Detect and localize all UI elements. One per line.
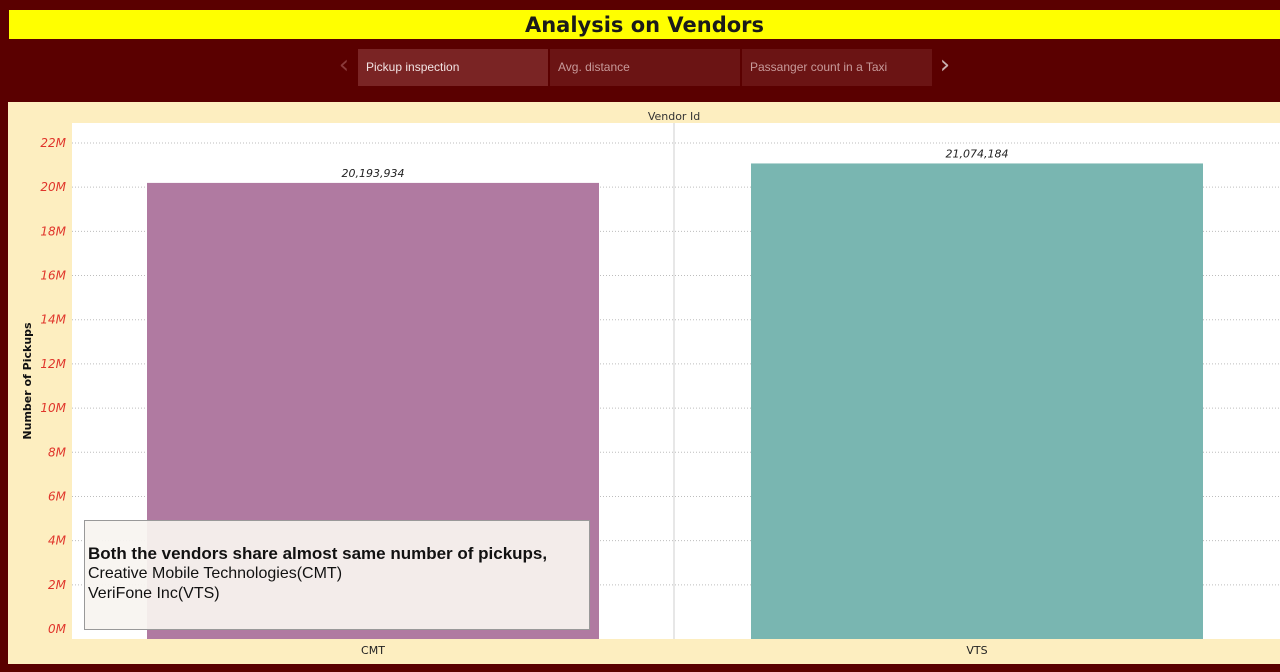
category-label-vts: VTS bbox=[966, 644, 987, 657]
chevron-left-icon[interactable]: ‹ bbox=[338, 50, 350, 80]
dashboard-title: Analysis on Vendors bbox=[9, 10, 1280, 39]
data-label-cmt: 20,193,934 bbox=[342, 167, 405, 180]
y-tick-label: 4M bbox=[48, 534, 67, 548]
bar-vts[interactable] bbox=[751, 163, 1203, 639]
tab-pickup-inspection[interactable]: Pickup inspection bbox=[358, 49, 548, 86]
category-label-cmt: CMT bbox=[361, 644, 385, 657]
y-tick-label: 2M bbox=[48, 578, 67, 592]
y-axis-ticks: 0M 2M 4M 6M 8M 10M 12M 14M 16M 18M 20M 22M bbox=[40, 136, 66, 636]
chart-panel: 20,193,934 21,074,184 0M 2M 4M 6M 8M 10M 12M 14M… bbox=[8, 102, 1280, 664]
column-header: Vendor Id bbox=[648, 110, 700, 123]
bar-chart: 20,193,934 21,074,184 0M 2M 4M 6M 8M 10M 12M 14M… bbox=[21, 110, 1280, 657]
chevron-right-icon[interactable]: › bbox=[939, 50, 951, 80]
y-tick-label: 6M bbox=[48, 489, 67, 503]
tab-passenger-count[interactable]: Passanger count in a Taxi bbox=[742, 49, 932, 86]
story-navigator: ‹ Pickup inspection Avg. distance Passan… bbox=[0, 46, 1280, 88]
y-tick-label: 22M bbox=[40, 136, 66, 150]
annotation-line-2: Creative Mobile Technologies(CMT) bbox=[88, 565, 343, 582]
y-tick-label: 16M bbox=[40, 269, 66, 283]
y-tick-label: 10M bbox=[40, 401, 66, 415]
y-tick-label: 8M bbox=[48, 445, 67, 459]
data-label-vts: 21,074,184 bbox=[946, 147, 1009, 160]
annotation-box: Both the vendors share almost same numbe… bbox=[84, 520, 590, 630]
y-axis-title: Number of Pickups bbox=[21, 322, 34, 440]
y-tick-label: 20M bbox=[40, 180, 66, 194]
category-labels: CMT VTS bbox=[361, 644, 988, 657]
y-tick-label: 18M bbox=[40, 224, 66, 238]
annotation-line-1: Both the vendors share almost same numbe… bbox=[88, 544, 548, 563]
y-tick-label: 12M bbox=[40, 357, 66, 371]
y-tick-label: 14M bbox=[40, 313, 66, 327]
tab-avg-distance[interactable]: Avg. distance bbox=[550, 49, 740, 86]
annotation-line-3: VeriFone Inc(VTS) bbox=[88, 585, 220, 602]
y-tick-label: 0M bbox=[48, 622, 67, 636]
